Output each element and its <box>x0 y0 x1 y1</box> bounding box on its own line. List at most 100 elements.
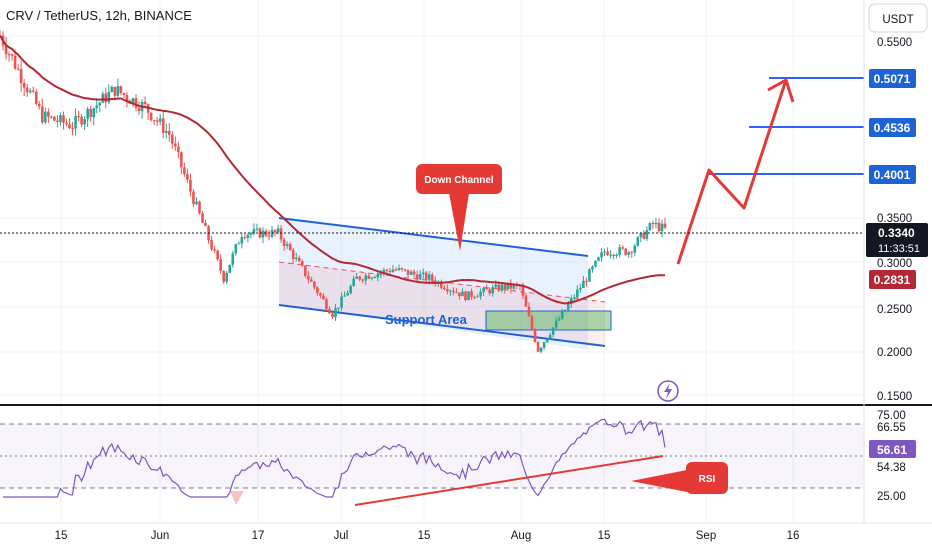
candle-down <box>219 259 222 272</box>
candle-up <box>582 280 585 288</box>
candle-down <box>297 257 301 262</box>
candle-down <box>307 275 310 280</box>
projection-arrowhead <box>767 78 795 103</box>
candle-down <box>10 54 14 56</box>
channel-lower-fill <box>279 262 605 346</box>
channel-fill <box>279 218 588 350</box>
candle-up <box>391 269 395 273</box>
target-tag-2 <box>869 118 916 137</box>
candle-down <box>630 252 634 254</box>
candle-up <box>255 228 259 230</box>
candle-up <box>482 287 485 292</box>
candle-up <box>92 108 96 118</box>
candle-up <box>576 289 579 298</box>
candle-up <box>225 272 229 282</box>
candle-up <box>545 338 549 343</box>
candle-down <box>470 291 473 297</box>
price-pane[interactable] <box>0 0 864 404</box>
candle-down <box>243 237 247 239</box>
candle-down <box>137 107 141 112</box>
candle-down <box>488 289 491 294</box>
candle-down <box>536 341 540 352</box>
lightning-icon[interactable] <box>657 380 679 402</box>
candle-down <box>642 232 646 239</box>
candle-up <box>569 298 573 305</box>
candle-down <box>65 122 68 125</box>
candle-up <box>355 276 358 279</box>
candle-up <box>74 116 77 129</box>
candle-down <box>322 295 325 300</box>
candle-up <box>566 304 570 310</box>
candle-up <box>648 223 652 231</box>
candle-down <box>189 179 192 192</box>
target-tag-1 <box>869 69 916 88</box>
candle-down <box>316 287 319 294</box>
candle-up <box>337 307 340 309</box>
rsi-trendline[interactable] <box>354 455 664 506</box>
candle-down <box>612 254 615 257</box>
candle-up <box>110 86 114 93</box>
time-label: Jun <box>151 530 170 542</box>
candle-down <box>288 244 292 251</box>
candle-up <box>370 277 374 279</box>
candle-up <box>285 244 289 246</box>
candle-up <box>373 277 377 279</box>
candle-down <box>122 93 126 95</box>
candle-down <box>394 269 398 271</box>
candle-down <box>328 309 331 314</box>
price-tick: 0.5500 <box>877 37 912 49</box>
candle-down <box>25 87 29 93</box>
candle-down <box>56 120 59 123</box>
candle-down <box>473 296 476 298</box>
price-tick: 0.3500 <box>877 213 912 225</box>
currency-button[interactable]: USDT <box>868 3 928 33</box>
rsi-callout[interactable]: RSI <box>631 462 728 494</box>
candle-down <box>455 292 458 294</box>
rsi-tag-3: 54.38 <box>877 462 906 474</box>
candle-down <box>19 69 23 84</box>
support-zone[interactable] <box>485 310 612 331</box>
target-tag-3-label: 0.4001 <box>874 168 911 182</box>
candle-down <box>282 239 286 246</box>
candle-up <box>506 283 510 290</box>
projection-path <box>676 79 788 265</box>
candle-down <box>104 93 108 103</box>
candle-down <box>651 223 655 225</box>
candle-down <box>440 281 443 288</box>
candle-up <box>44 111 47 123</box>
candle-up <box>364 275 368 281</box>
candle-up <box>28 90 32 93</box>
candle-down <box>291 250 295 260</box>
candle-up <box>131 98 135 104</box>
candle-up <box>494 284 498 288</box>
channel-upper-line[interactable] <box>278 217 589 257</box>
candle-down <box>606 251 609 256</box>
candle-up <box>240 237 244 244</box>
time-label: 16 <box>787 530 800 542</box>
candle-down <box>310 279 313 282</box>
moving-average-line <box>0 35 666 305</box>
candle-down <box>400 268 404 270</box>
candle-up <box>334 308 337 318</box>
time-label: Aug <box>511 530 531 542</box>
candle-down <box>325 299 328 310</box>
candle-up <box>609 254 612 256</box>
ma-tag-label: 0.2831 <box>874 273 911 287</box>
candle-up <box>343 295 346 297</box>
candle-up <box>228 264 232 273</box>
candle-up <box>427 274 431 280</box>
candle-down <box>313 281 316 288</box>
candle-down <box>34 91 38 105</box>
channel-lower-line[interactable] <box>278 304 606 347</box>
candle-down <box>497 284 501 291</box>
candle-up <box>633 245 637 253</box>
down-channel-label: Down Channel <box>424 175 494 186</box>
price-tick: 0.3000 <box>877 258 912 270</box>
down-channel-callout[interactable]: Down Channel <box>416 164 502 251</box>
candle-down <box>485 287 488 290</box>
candle-up <box>563 309 567 311</box>
rsi-callout-label: RSI <box>699 474 716 485</box>
candle-down <box>300 261 304 266</box>
candle-down <box>143 101 147 105</box>
